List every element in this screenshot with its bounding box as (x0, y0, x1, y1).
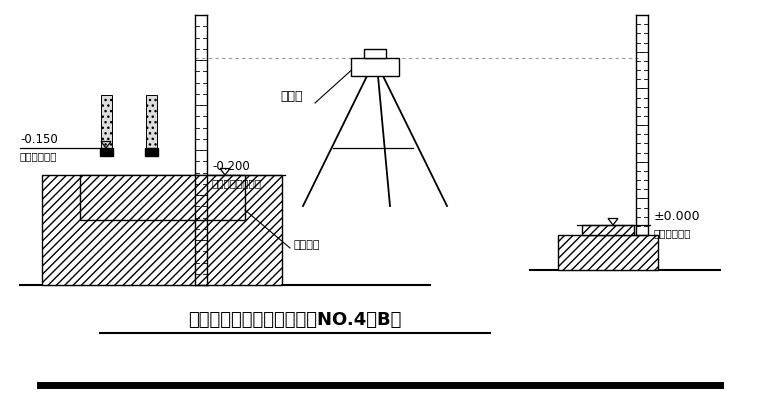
Text: （一次浇筑标高）: （一次浇筑标高） (212, 178, 262, 188)
Bar (582, 225, 634, 235)
Bar (100, 148, 113, 156)
Text: 钢筋砼柱: 钢筋砼柱 (293, 240, 319, 250)
Text: （柱顶标高）: （柱顶标高） (20, 151, 58, 161)
Text: 水准仪: 水准仪 (280, 90, 302, 104)
Bar (146, 95, 157, 148)
Text: -0.150: -0.150 (20, 133, 58, 146)
Bar (351, 58, 399, 76)
Bar (80, 175, 245, 220)
Text: 钢柱柱底标高引测示意图（NO.4－B）: 钢柱柱底标高引测示意图（NO.4－B） (188, 311, 402, 329)
Bar (145, 148, 158, 156)
Text: -0.200: -0.200 (212, 160, 250, 173)
Bar (558, 235, 658, 270)
Bar (42, 175, 282, 285)
Text: （基准标高）: （基准标高） (654, 228, 692, 238)
Bar (364, 49, 386, 58)
Text: ±0.000: ±0.000 (654, 210, 701, 223)
Bar (101, 95, 112, 148)
